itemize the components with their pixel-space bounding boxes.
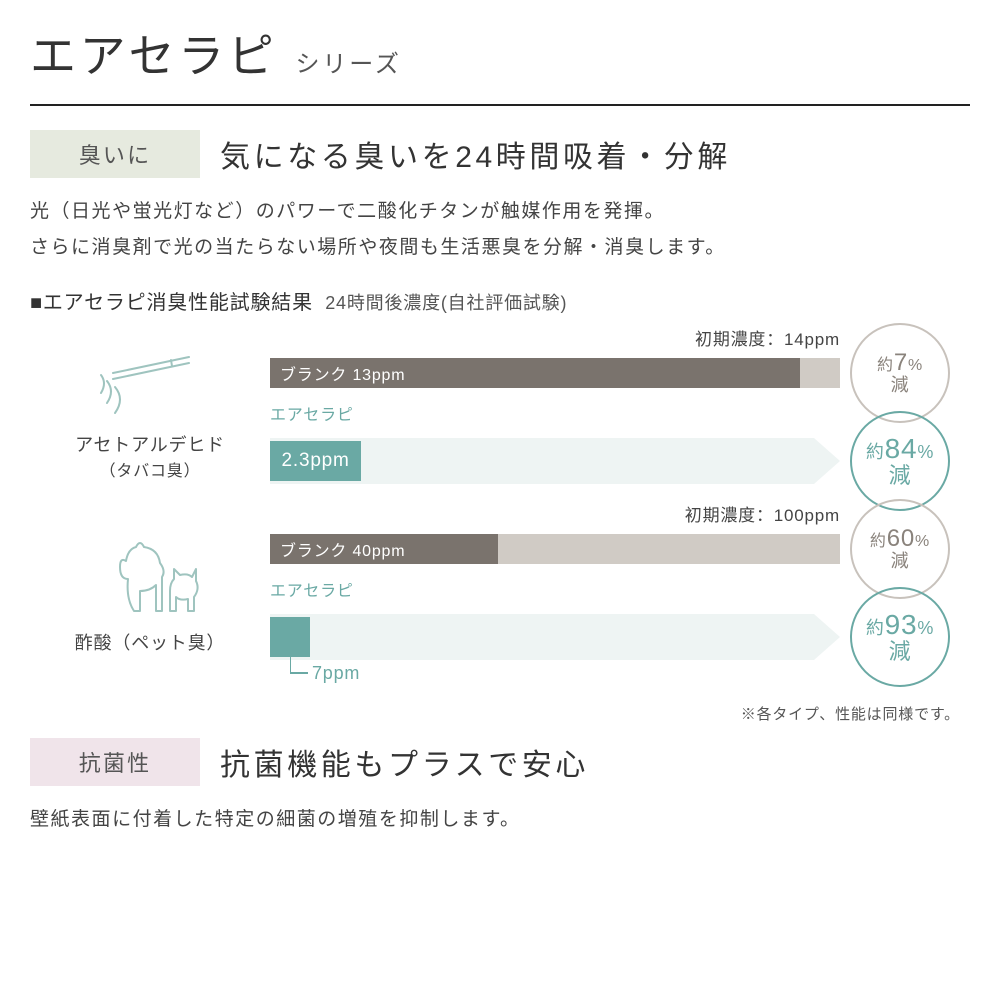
page-title: エアセラピ シリーズ <box>30 20 970 106</box>
acetaldehyde-arrow: 2.3ppm <box>270 438 840 484</box>
section-antibact-header: 抗菌性 抗菌機能もプラスで安心 <box>30 738 970 786</box>
chart-item-acetic: 酢酸（ペット臭） 初期濃度：100ppm ブランク 40ppm 約60% 減 エ… <box>30 505 970 695</box>
acetaldehyde-sublabel: （タバコ臭） <box>100 457 201 481</box>
odor-body-l2: さらに消臭剤で光の当たらない場所や夜間も生活悪臭を分解・消臭します。 <box>30 237 726 258</box>
odor-body: 光（日光や蛍光灯など）のパワーで二酸化チタンが触媒作用を発揮。 さらに消臭剤で光… <box>30 194 970 266</box>
title-sub: シリーズ <box>295 44 401 79</box>
acetic-product-pct: 約93% <box>866 610 934 641</box>
acetic-initial: 初期濃度：100ppm <box>685 501 840 526</box>
acetic-product-suffix: 減 <box>889 640 912 664</box>
acetic-blank-pct: 約60% <box>870 526 930 552</box>
antibact-badge: 抗菌性 <box>30 738 200 786</box>
acetaldehyde-initial: 初期濃度：14ppm <box>695 325 840 350</box>
acetaldehyde-product-bar: 2.3ppm <box>270 441 361 481</box>
antibact-headline: 抗菌機能もプラスで安心 <box>220 740 589 784</box>
acetaldehyde-blank-suffix: 減 <box>891 376 910 396</box>
title-main: エアセラピ <box>30 20 277 86</box>
section-odor-header: 臭いに 気になる臭いを24時間吸着・分解 <box>30 130 970 178</box>
acetaldehyde-label: アセトアルデヒド <box>75 431 225 457</box>
chart-title-sub: 24時間後濃度(自社評価試験) <box>325 293 567 313</box>
acetic-arrow <box>270 614 840 660</box>
chart-title: ■エアセラピ消臭性能試験結果 24時間後濃度(自社評価試験) <box>30 286 970 315</box>
acetic-blank-bar: ブランク 40ppm <box>270 534 498 564</box>
acetic-blank-circle: 約60% 減 <box>850 499 950 599</box>
acetaldehyde-product-suffix: 減 <box>889 464 912 488</box>
acetic-blank-track: ブランク 40ppm <box>270 534 840 564</box>
acetic-label: 酢酸（ペット臭） <box>75 629 225 655</box>
acetaldehyde-product-pct: 約84% <box>866 434 934 465</box>
odor-badge: 臭いに <box>30 130 200 178</box>
acetic-blank-suffix: 減 <box>891 552 910 572</box>
pet-icon <box>90 525 210 621</box>
acetaldehyde-blank-circle: 約7% 減 <box>850 323 950 423</box>
antibact-body: 壁紙表面に付着した特定の細菌の増殖を抑制します。 <box>30 802 970 838</box>
acetaldehyde-blank-track: ブランク 13ppm <box>270 358 840 388</box>
acetic-product-bar <box>270 617 310 657</box>
cigarette-icon <box>95 349 205 423</box>
acetaldehyde-blank-pct: 約7% <box>877 350 923 376</box>
acetic-product-ppm: 7ppm <box>312 663 360 684</box>
acetaldehyde-blank-bar: ブランク 13ppm <box>270 358 800 388</box>
acetaldehyde-product-circle: 約84% 減 <box>850 411 950 511</box>
chart-item-acetaldehyde: アセトアルデヒド （タバコ臭） 初期濃度：14ppm ブランク 13ppm 約7… <box>30 329 970 487</box>
odor-headline: 気になる臭いを24時間吸着・分解 <box>220 132 731 176</box>
chart-title-main: ■エアセラピ消臭性能試験結果 <box>30 292 313 314</box>
odor-body-l1: 光（日光や蛍光灯など）のパワーで二酸化チタンが触媒作用を発揮。 <box>30 201 665 222</box>
chart-footnote: ※各タイプ、性能は同様です。 <box>30 703 960 724</box>
